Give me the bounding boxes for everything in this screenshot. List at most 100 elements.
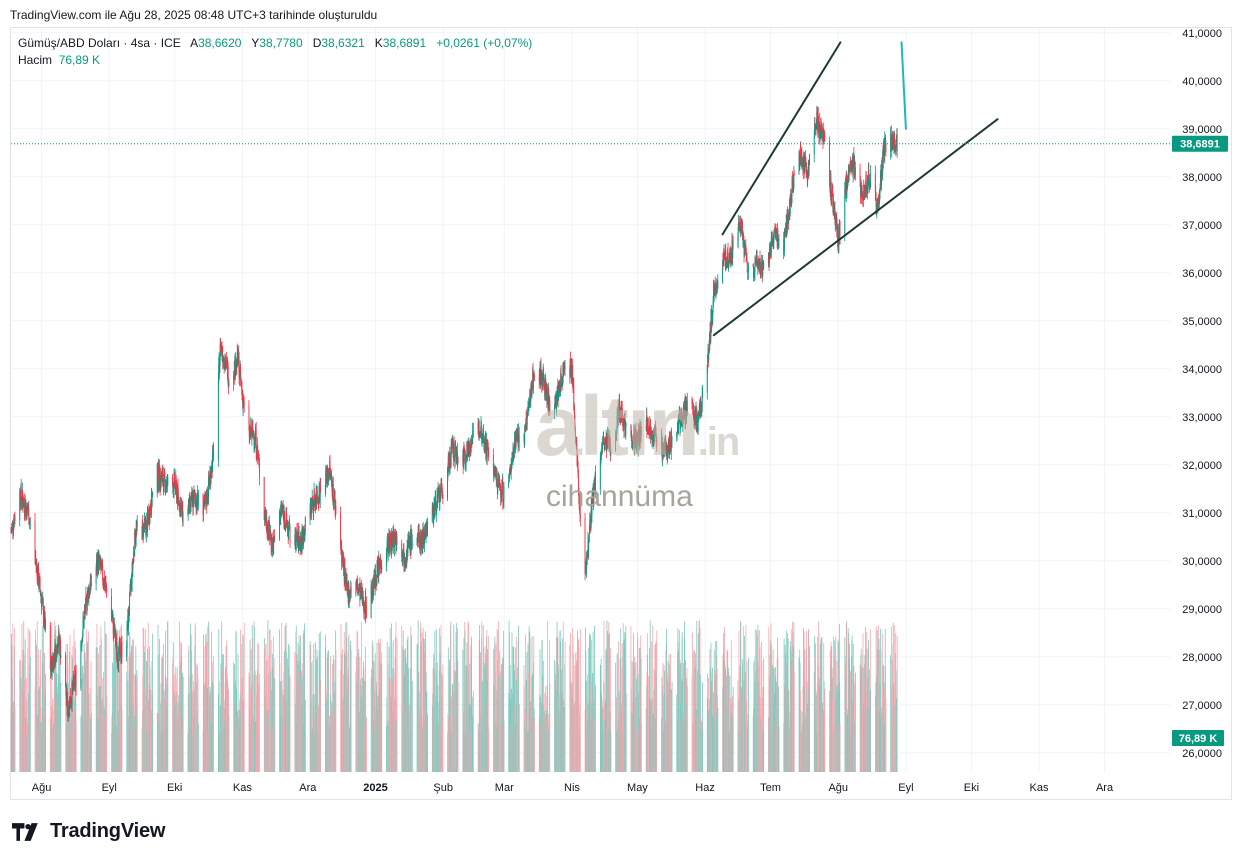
volume-bar xyxy=(608,622,610,772)
candle-body xyxy=(804,164,806,171)
candle-body xyxy=(579,494,581,515)
candle-body xyxy=(578,488,580,503)
volume-bar xyxy=(182,676,184,772)
volume-bar xyxy=(730,640,732,772)
candle-body xyxy=(87,588,89,596)
candle-body xyxy=(830,178,832,196)
volume-bar xyxy=(762,687,764,772)
candle-body xyxy=(34,521,36,557)
candle-body xyxy=(712,311,714,318)
candle-body xyxy=(235,371,237,376)
candle-body xyxy=(126,645,128,657)
candle-body xyxy=(159,466,161,485)
candle-body xyxy=(625,425,627,426)
candle-body xyxy=(515,432,517,441)
candle-body xyxy=(298,532,300,541)
volume-bar xyxy=(685,660,686,772)
volume-bar xyxy=(228,715,230,772)
candle-body xyxy=(395,532,397,547)
candle-body xyxy=(19,491,21,503)
candle-body xyxy=(83,615,85,628)
candle-body xyxy=(80,644,82,688)
volume-bar xyxy=(836,685,838,772)
candle-body xyxy=(85,597,87,613)
candle-body xyxy=(620,416,622,422)
volume-bar xyxy=(457,681,459,772)
volume-bar xyxy=(284,626,286,772)
volume-bar xyxy=(756,630,757,772)
candle-body xyxy=(564,365,566,369)
volume-bar xyxy=(259,673,260,772)
volume-bar xyxy=(557,637,559,772)
volume-bar xyxy=(159,638,160,772)
candle-body xyxy=(480,422,482,439)
candle-body xyxy=(453,444,455,459)
candle-body xyxy=(572,365,574,383)
volume-bar xyxy=(132,639,133,772)
volume-bar xyxy=(717,707,719,772)
volume-bar xyxy=(222,668,224,772)
volume-bar xyxy=(254,671,256,772)
volume-bar xyxy=(636,678,638,772)
volume-bar xyxy=(714,671,715,772)
candle-body xyxy=(202,509,204,515)
candle-body xyxy=(166,480,168,488)
volume-bar xyxy=(85,629,87,772)
candle-body xyxy=(528,400,530,405)
volume-bar xyxy=(503,720,505,772)
candle-body xyxy=(678,418,679,432)
volume-bar xyxy=(420,628,422,772)
candle-body xyxy=(486,447,488,458)
candle-body xyxy=(388,534,390,552)
candle-body xyxy=(295,528,296,543)
candle-body xyxy=(252,427,254,435)
candle-body xyxy=(13,516,15,527)
candle-body xyxy=(392,532,394,548)
candle-body xyxy=(524,426,526,446)
candle-body xyxy=(340,513,342,545)
volume-bar xyxy=(501,663,502,772)
candle-body xyxy=(639,428,641,444)
volume-bar xyxy=(207,627,209,772)
volume-bar xyxy=(270,671,271,772)
volume-bar xyxy=(145,661,147,772)
candle-body xyxy=(288,528,290,537)
volume-bar xyxy=(388,646,390,772)
candle-body xyxy=(502,481,504,502)
volume-bar xyxy=(502,657,503,772)
candle-body xyxy=(593,483,595,503)
candle-body xyxy=(702,392,703,395)
candle-body xyxy=(441,490,443,495)
candle-body xyxy=(802,159,804,171)
candle-body xyxy=(649,422,651,430)
candle-body xyxy=(131,562,133,584)
candle-body xyxy=(14,519,16,521)
candle-body xyxy=(401,557,403,562)
candle-body xyxy=(164,473,166,480)
candle-body xyxy=(526,416,528,425)
volume-bar xyxy=(188,645,190,772)
candle-body xyxy=(692,402,694,409)
volume-bar xyxy=(711,681,713,772)
candle-body xyxy=(375,571,376,582)
volume-bar xyxy=(295,625,297,772)
volume-bar xyxy=(289,674,291,772)
volume-bar xyxy=(272,653,274,772)
volume-bar xyxy=(686,686,688,772)
volume-bar xyxy=(702,682,703,772)
volume-bar xyxy=(462,649,464,772)
volume-bar xyxy=(746,661,748,772)
volume-bar xyxy=(547,621,549,772)
volume-bar xyxy=(302,633,304,772)
candle-body xyxy=(437,495,439,503)
volume-bar xyxy=(433,653,435,772)
volume-bar xyxy=(656,630,658,772)
candle-body xyxy=(791,178,793,184)
candle-body xyxy=(71,683,73,705)
volume-bar xyxy=(833,656,835,772)
volume-bar xyxy=(121,709,123,772)
candle-body xyxy=(226,360,228,363)
volume-bar xyxy=(487,636,489,772)
candle-body xyxy=(391,532,393,540)
